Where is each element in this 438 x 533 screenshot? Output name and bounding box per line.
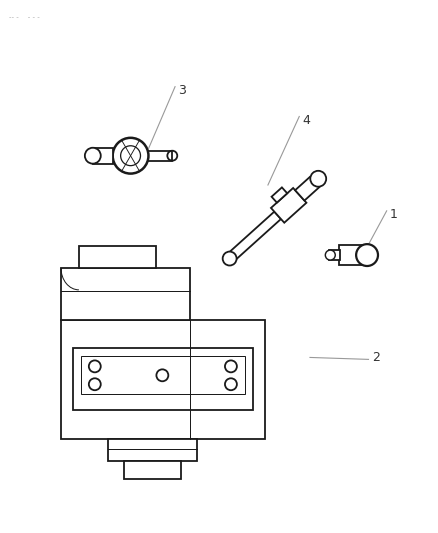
Bar bbox=[124, 461, 181, 479]
Circle shape bbox=[310, 171, 325, 187]
Bar bbox=[92, 148, 113, 164]
Text: 2: 2 bbox=[371, 351, 379, 364]
Circle shape bbox=[222, 252, 236, 265]
Polygon shape bbox=[270, 188, 306, 223]
Circle shape bbox=[355, 244, 377, 266]
Bar bbox=[140, 151, 172, 160]
Circle shape bbox=[85, 148, 101, 164]
Bar bbox=[61, 320, 264, 439]
Polygon shape bbox=[226, 212, 280, 262]
Circle shape bbox=[325, 250, 335, 260]
Text: 4: 4 bbox=[302, 114, 310, 127]
Text: 3: 3 bbox=[178, 84, 186, 97]
Polygon shape bbox=[294, 177, 318, 200]
Bar bbox=[61, 268, 190, 320]
Polygon shape bbox=[271, 188, 286, 203]
Bar bbox=[79, 246, 156, 268]
Bar bbox=[328, 250, 339, 260]
Text: 1: 1 bbox=[389, 208, 397, 221]
Bar bbox=[81, 357, 244, 394]
Bar bbox=[73, 349, 252, 410]
Bar bbox=[107, 439, 197, 461]
Text: -- -    - - -: -- - - - - bbox=[9, 14, 40, 20]
Circle shape bbox=[113, 138, 148, 174]
Bar bbox=[339, 245, 366, 265]
